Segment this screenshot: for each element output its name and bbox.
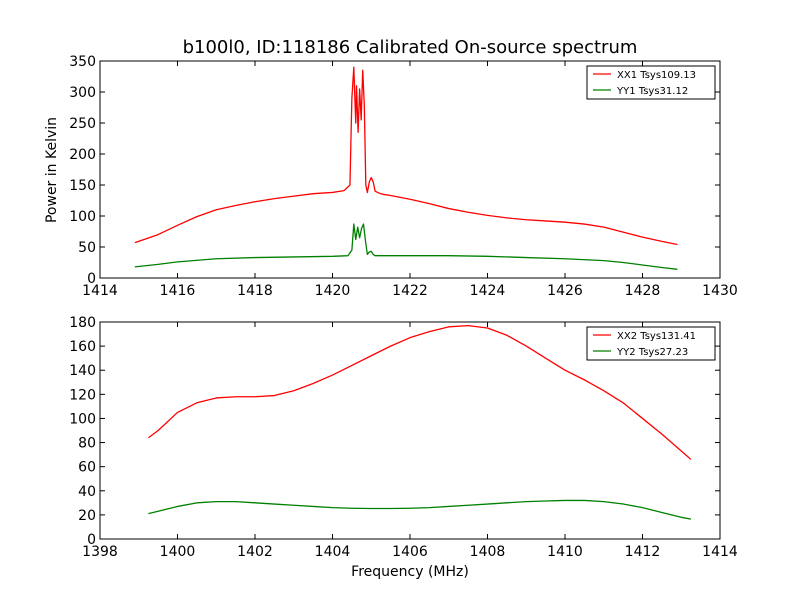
- top-y-tick-label: 150: [69, 178, 96, 194]
- top-y-tick-label: 300: [69, 85, 96, 101]
- legend-label-yy2: YY2 Tsys27.23: [616, 347, 688, 358]
- bottom-series-xx2-line: [148, 324, 692, 460]
- chart-title: b100l0, ID:118186 Calibrated On-source s…: [183, 37, 638, 58]
- top-x-tick-label: 1424: [470, 283, 506, 299]
- bottom-x-tick-label: 1398: [82, 544, 118, 560]
- top-series-yy1-line: [134, 223, 678, 270]
- bottom-panel-ticks: 1398 1400 1402 1404 1406 1408 1410 1412 1414 0 20 4…: [69, 315, 738, 560]
- bottom-x-tick-label: 1402: [237, 544, 273, 560]
- legend-label-xx1: XX1 Tsys109.13: [617, 70, 696, 81]
- top-panel-legend: XX1 Tsys109.13 YY1 Tsys31.12: [586, 65, 716, 100]
- bottom-y-tick-label: 60: [78, 460, 96, 476]
- top-series-xx1-line: [134, 66, 678, 246]
- bottom-x-tick-label: 1414: [702, 544, 738, 560]
- top-x-tick-label: 1428: [625, 283, 661, 299]
- top-y-tick-label: 100: [69, 209, 96, 225]
- bottom-series-yy2-line: [148, 499, 692, 520]
- bottom-legend-box: [586, 326, 716, 361]
- bottom-x-tick-label: 1404: [315, 544, 351, 560]
- bottom-panel-frame: [99, 321, 721, 540]
- top-y-tick-label: 350: [69, 54, 96, 70]
- bottom-panel: 1398 1400 1402 1404 1406 1408 1410 1412 1414 0 20 4…: [69, 315, 738, 560]
- top-y-tick-label: 200: [69, 147, 96, 163]
- bottom-x-tick-label: 1400: [160, 544, 196, 560]
- top-x-tick-label: 1416: [160, 283, 196, 299]
- bottom-x-tick-label: 1410: [547, 544, 583, 560]
- bottom-x-tick-label: 1412: [625, 544, 661, 560]
- top-x-tick-label: 1426: [547, 283, 583, 299]
- top-y-tick-label: 50: [78, 240, 96, 256]
- bottom-y-tick-label: 20: [78, 508, 96, 524]
- legend-label-yy1: YY1 Tsys31.12: [616, 86, 688, 97]
- top-x-tick-label: 1420: [315, 283, 351, 299]
- top-y-tick-label: 0: [87, 271, 96, 287]
- bottom-y-tick-label: 80: [78, 436, 96, 452]
- top-x-tick-label: 1422: [392, 283, 428, 299]
- top-x-tick-label: 1418: [237, 283, 273, 299]
- top-y-tick-label: 250: [69, 116, 96, 132]
- top-x-tick-label: 1414: [82, 283, 118, 299]
- y-axis-label: Power in Kelvin: [44, 117, 60, 223]
- bottom-y-tick-label: 140: [69, 363, 96, 379]
- top-panel-series: [134, 66, 678, 270]
- top-panel-ticks: 1414 1416 1418 1420 1422 1424 1426 1428 1430 0 50 1…: [69, 54, 738, 299]
- bottom-x-tick-label: 1406: [392, 544, 428, 560]
- bottom-y-tick-label: 40: [78, 484, 96, 500]
- bottom-y-tick-label: 160: [69, 339, 96, 355]
- top-panel: 1414 1416 1418 1420 1422 1424 1426 1428 1430 0 50 1…: [69, 54, 738, 299]
- bottom-panel-legend: XX2 Tsys131.41 YY2 Tsys27.23: [586, 326, 716, 361]
- bottom-x-tick-label: 1408: [470, 544, 506, 560]
- bottom-y-tick-label: 0: [87, 532, 96, 548]
- top-legend-box: [586, 65, 716, 100]
- top-x-tick-label: 1430: [702, 283, 738, 299]
- top-panel-frame: [99, 60, 721, 279]
- bottom-y-tick-label: 180: [69, 315, 96, 331]
- legend-label-xx2: XX2 Tsys131.41: [617, 331, 696, 342]
- bottom-y-tick-label: 100: [69, 411, 96, 427]
- bottom-y-tick-label: 120: [69, 387, 96, 403]
- x-axis-label: Frequency (MHz): [351, 564, 469, 580]
- bottom-panel-series: [148, 324, 692, 520]
